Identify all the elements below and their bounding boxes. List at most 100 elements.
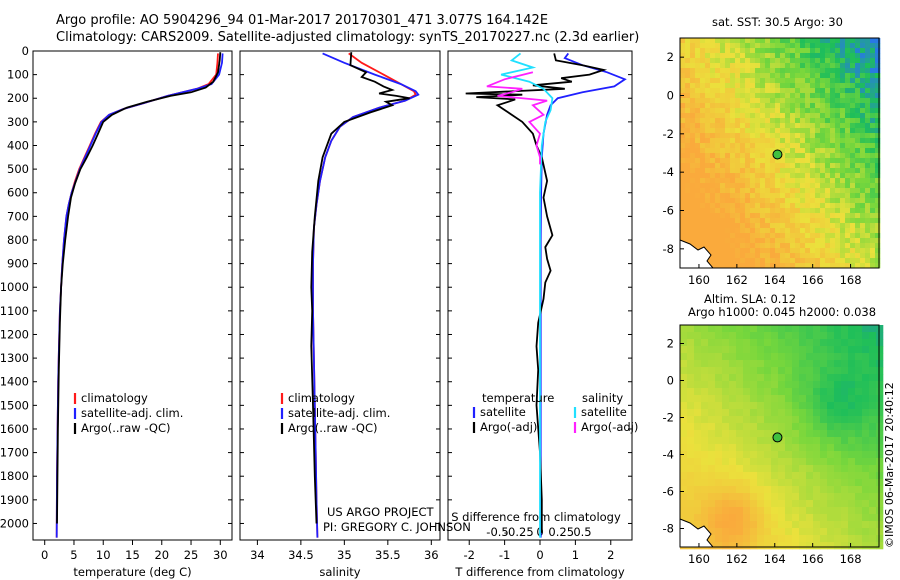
sst-map-cell (695, 113, 701, 119)
sst-map-cell (730, 43, 736, 49)
sla-map-cell (729, 381, 737, 389)
sst-map-cell (710, 138, 716, 144)
sst-map-cell (795, 233, 801, 239)
sst-map-cell (875, 238, 881, 244)
sst-map-cell (735, 188, 741, 194)
sla-map-cell (771, 381, 779, 389)
sst-map-cell (785, 133, 791, 139)
sst-map-cell (795, 133, 801, 139)
sst-map-cell (845, 138, 851, 144)
sst-map-cell (760, 213, 766, 219)
sla-map-cell (869, 423, 877, 431)
sst-map-cell (685, 118, 691, 124)
sst-map-cell (745, 108, 751, 114)
sst-map-cell (745, 43, 751, 49)
sst-map-cell (785, 98, 791, 104)
sla-map-cell (694, 402, 702, 410)
sla-map-cell (848, 360, 856, 368)
sst-map-cell (860, 98, 866, 104)
sst-map-cell (835, 148, 841, 154)
sst-map-cell (760, 138, 766, 144)
sst-map-cell (875, 178, 881, 184)
sst-map-cell (700, 98, 706, 104)
sst-map-cell (870, 88, 876, 94)
sst-map-cell (725, 198, 731, 204)
sst-map-cell (685, 98, 691, 104)
sst-map-cell (875, 243, 881, 249)
sst-map-cell (800, 198, 806, 204)
sst-map-cell (740, 63, 746, 69)
sla-map-cell (764, 430, 772, 438)
sst-map-cell (850, 83, 856, 89)
sst-map-cell (875, 253, 881, 259)
sla-map-cell (813, 346, 821, 354)
sst-map-cell (865, 63, 871, 69)
sst-map-cell (760, 203, 766, 209)
sst-map-cell (715, 183, 721, 189)
sla-map-cell (708, 493, 716, 501)
sla-map-cell (778, 535, 786, 543)
sst-map-cell (780, 163, 786, 169)
sst-map-cell (750, 243, 756, 249)
sla-map-cell (743, 339, 751, 347)
sst-map-cell (825, 198, 831, 204)
sst-map-cell (845, 88, 851, 94)
sst-map-cell (815, 88, 821, 94)
sst-map-cell (825, 123, 831, 129)
sst-map-cell (690, 113, 696, 119)
sla-map-cell (855, 500, 863, 508)
sst-map-cell (720, 168, 726, 174)
sla-map-cell (715, 332, 723, 340)
sla-map-cell (876, 465, 884, 473)
sst-map-cell (835, 163, 841, 169)
diff-legend-label: satellite (480, 405, 526, 419)
sla-map-cell (771, 507, 779, 515)
sst-map-cell (860, 163, 866, 169)
sla-map-cell (848, 514, 856, 522)
sla-map-cell (820, 507, 828, 515)
sst-map-cell (765, 68, 771, 74)
sst-map-cell (720, 213, 726, 219)
sst-map-cell (840, 248, 846, 254)
sla-map-cell (771, 500, 779, 508)
sst-map-cell (745, 233, 751, 239)
sst-map-cell (685, 58, 691, 64)
sst-map-cell (800, 163, 806, 169)
sla-map-cell (729, 374, 737, 382)
sst-map-cell (745, 83, 751, 89)
sla-map-cell (799, 381, 807, 389)
sst-map-cell (780, 188, 786, 194)
sst-map-cell (830, 258, 836, 264)
sla-map-cell (827, 409, 835, 417)
sla-map-cell (827, 402, 835, 410)
sst-map-cell (740, 228, 746, 234)
sst-map-cell (695, 218, 701, 224)
sst-map-cell (790, 53, 796, 59)
sst-map-cell (700, 63, 706, 69)
sla-map-cell (834, 451, 842, 459)
sst-map-cell (765, 213, 771, 219)
sst-map-cell (710, 168, 716, 174)
sst-map-cell (860, 183, 866, 189)
sst-map-cell (865, 93, 871, 99)
sla-map-cell (876, 542, 884, 550)
sst-map-cell (865, 83, 871, 89)
sla-map-cell (806, 353, 814, 361)
sst-map-cell (860, 58, 866, 64)
sla-map-cell (876, 346, 884, 354)
sst-map-cell (775, 238, 781, 244)
sla-map-cell (827, 346, 835, 354)
sla-map-cell (743, 409, 751, 417)
sla-map-cell (708, 458, 716, 466)
sla-map-cell (806, 486, 814, 494)
sst-map-cell (870, 103, 876, 109)
sla-map-cell (701, 325, 709, 333)
depth-tick-label: 1300 (0, 351, 29, 365)
sla-map-cell (771, 360, 779, 368)
sla-map-cell (848, 444, 856, 452)
sla-map-cell (841, 423, 849, 431)
sla-map-cell (764, 472, 772, 480)
sst-map-cell (775, 208, 781, 214)
sst-map-cell (790, 148, 796, 154)
sst-map-cell (745, 63, 751, 69)
